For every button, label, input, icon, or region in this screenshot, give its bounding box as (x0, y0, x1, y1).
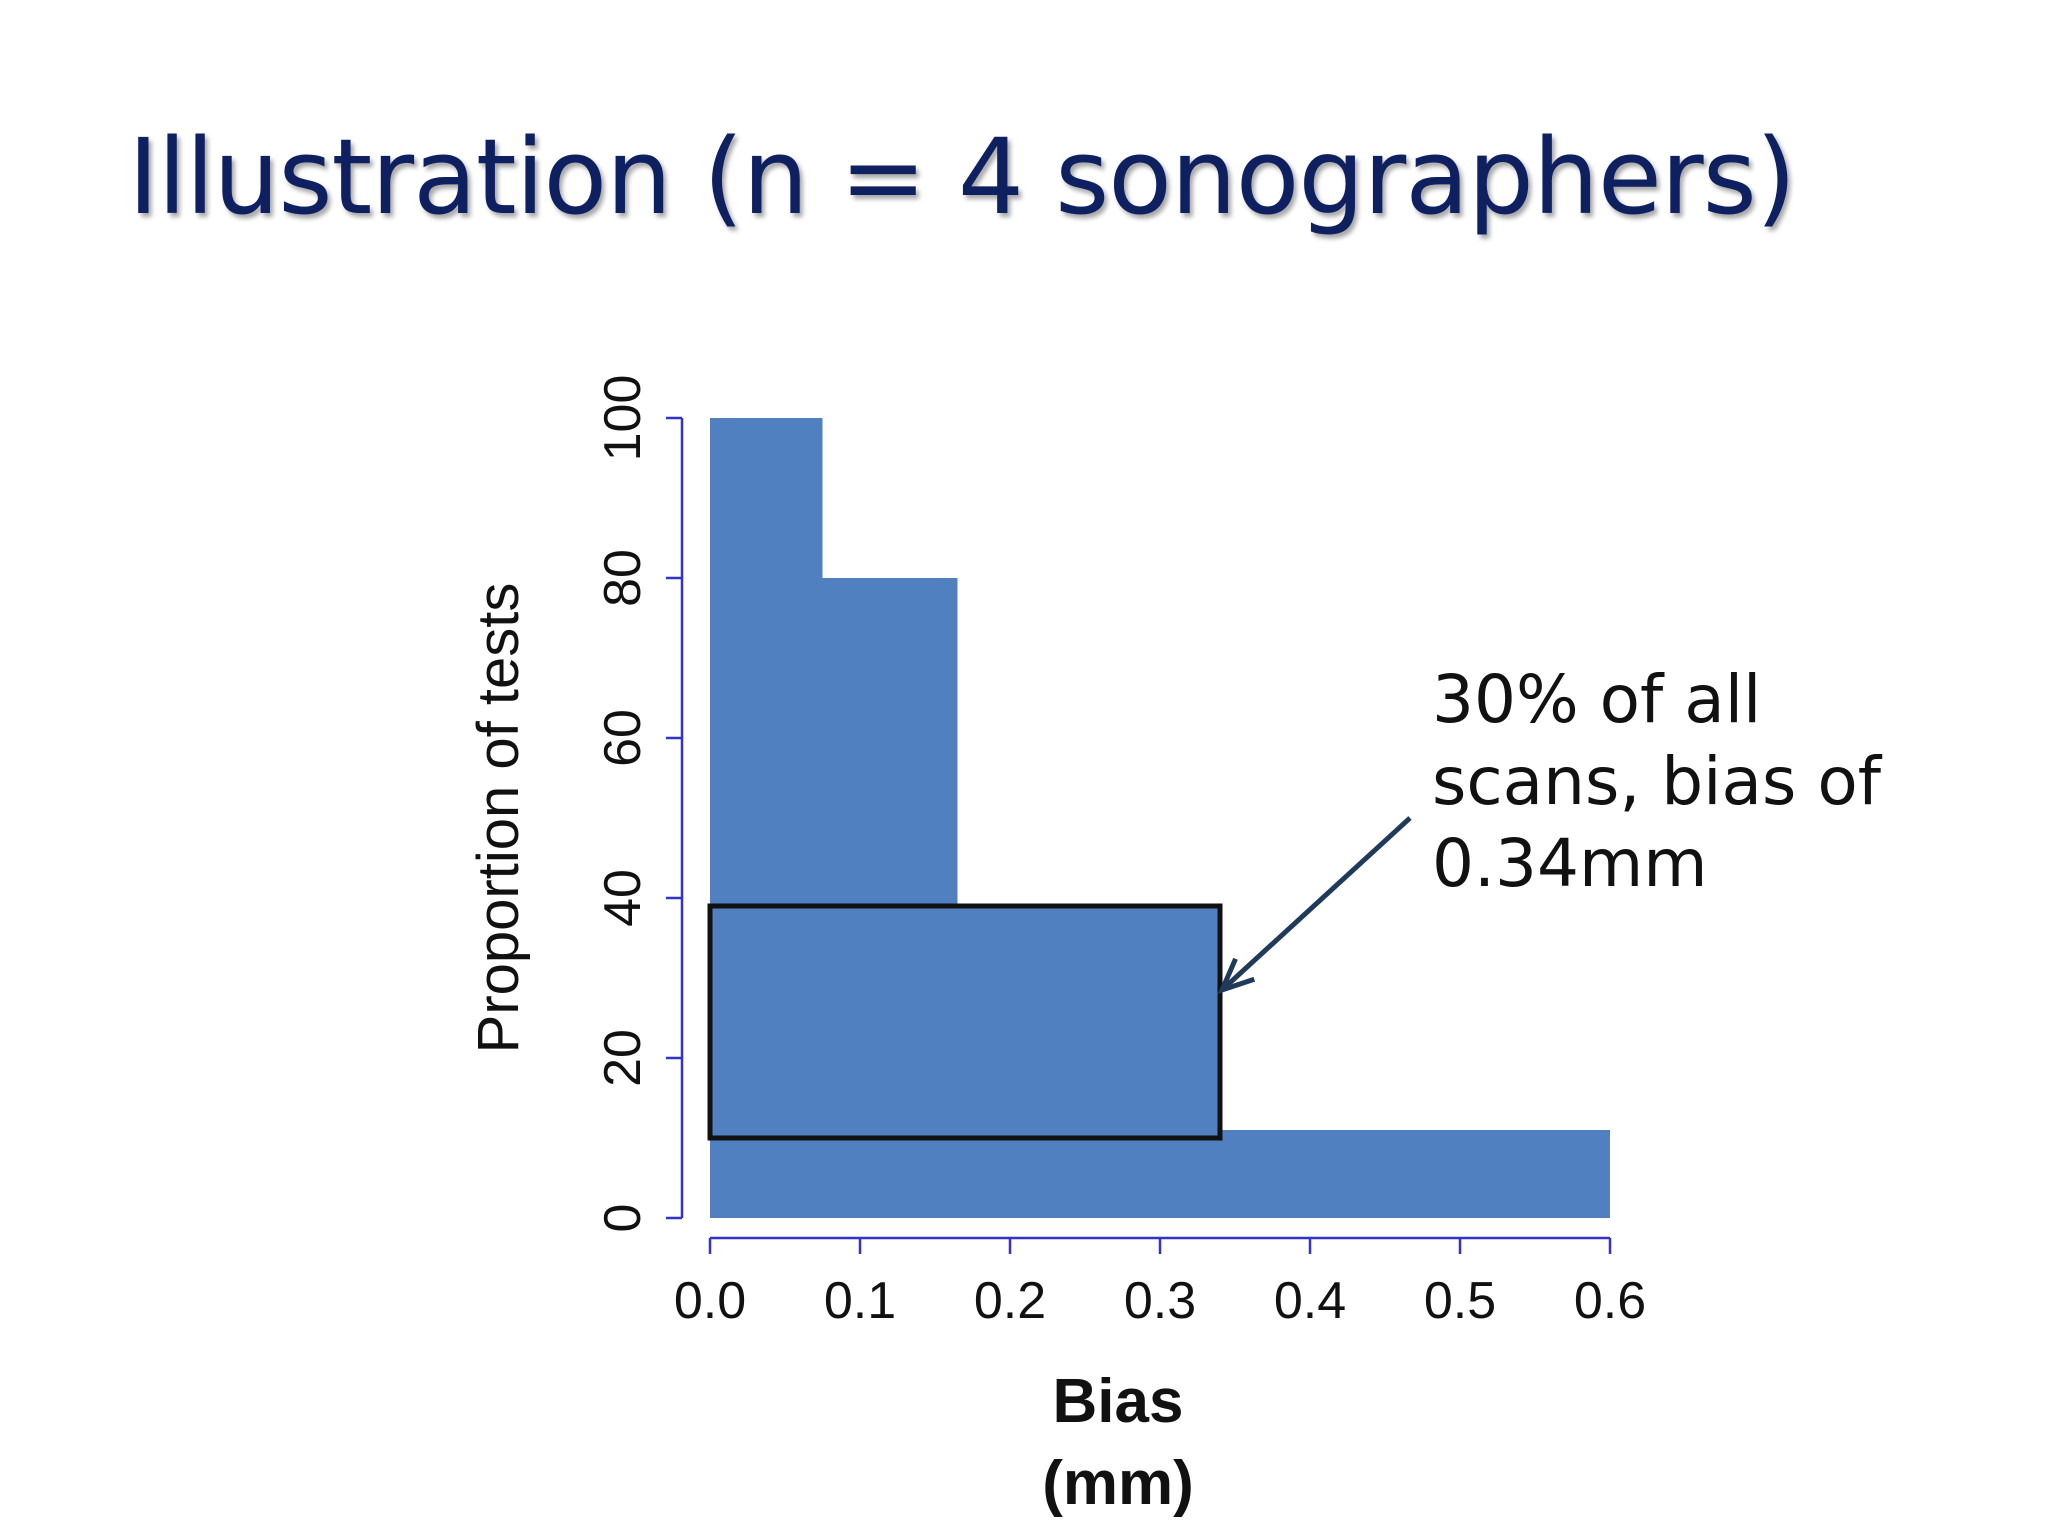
annotation-arrow-head (1217, 957, 1256, 995)
x-tick-label-1: 0.1 (824, 1272, 896, 1330)
highlight-group (707, 903, 1223, 1141)
x-tick-label-5: 0.5 (1424, 1272, 1496, 1330)
y-tick-label-4: 80 (594, 549, 652, 607)
annotation-line-0: 30% of all (1432, 661, 1761, 738)
ticks-group: 0 20 40 60 80 100 0.0 0.1 0.2 0.3 0.4 0.5 0.6 (594, 375, 1646, 1330)
x-axis-label-line-1: (mm) (1042, 1449, 1194, 1518)
x-tick-label-6: 0.6 (1574, 1272, 1646, 1330)
annotation-line-1: scans, bias of (1432, 743, 1883, 820)
y-tick-label-0: 0 (594, 1204, 652, 1233)
highlight-box (707, 903, 1223, 1141)
y-tick-label-3: 60 (594, 709, 652, 767)
bar-3 (710, 1130, 1610, 1218)
y-tick-label-5: 100 (594, 375, 652, 462)
y-axis-label: Proportion of tests (466, 583, 531, 1054)
y-tick-label-1: 20 (594, 1029, 652, 1087)
x-tick-label-3: 0.3 (1124, 1272, 1196, 1330)
x-tick-label-4: 0.4 (1274, 1272, 1346, 1330)
slide-title: Illustration (n = 4 sonographers) (128, 116, 1796, 238)
annotation-line-2: 0.34mm (1432, 825, 1708, 902)
x-tick-label-2: 0.2 (974, 1272, 1046, 1330)
annotation-arrow-shaft (1220, 816, 1412, 992)
labels-group: Proportion of tests Bias (mm) (466, 583, 1194, 1518)
x-axis-label-line-0: Bias (1053, 1367, 1184, 1436)
x-tick-label-0: 0.0 (674, 1272, 746, 1330)
y-tick-label-2: 40 (594, 869, 652, 927)
